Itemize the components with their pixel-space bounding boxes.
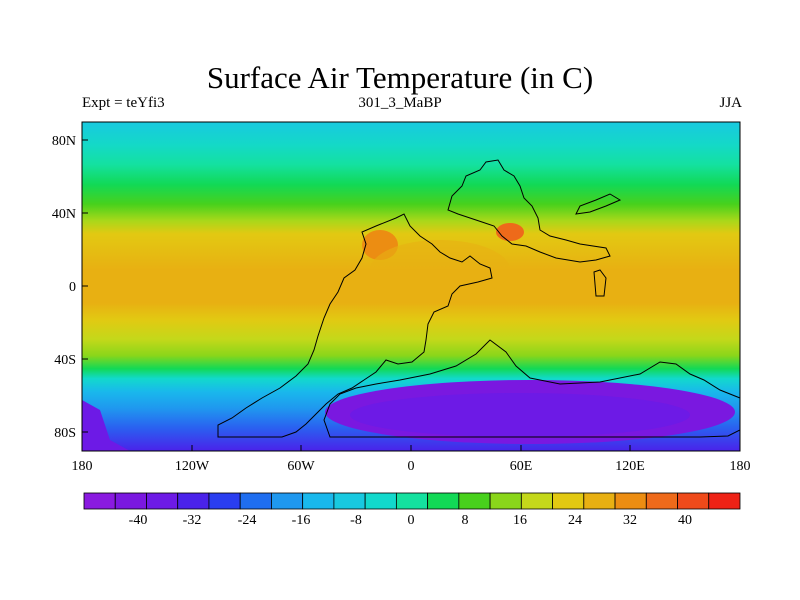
x-tick-label: 120E [615,459,645,474]
x-tick-label: 60W [287,459,315,474]
cold-region-antarctica-core [350,393,690,437]
y-axis [82,139,88,433]
colorbar-label: 0 [408,513,415,528]
colorbar-swatch [489,492,522,510]
experiment-label: Expt = teYfi3 [82,95,165,111]
x-tick-label: 0 [408,459,415,474]
colorbar-label: -24 [238,513,257,528]
coastline-americas [217,213,493,438]
colorbar-swatch [677,492,710,510]
colorbar-swatch [364,492,397,510]
colorbar-swatch [239,492,272,510]
colorbar-swatch [114,492,147,510]
y-tick-label: 40S [54,353,76,368]
colorbar-swatch [614,492,647,510]
colorbar-label: 40 [678,513,692,528]
colorbar-label: 32 [623,513,637,528]
coastline-south-ridge [323,339,741,438]
colorbar-swatch [427,492,460,510]
x-tick-label: 60E [510,459,533,474]
colorbar-swatch [302,492,335,510]
x-tick-label: 120W [175,459,210,474]
colorbar-swatch [333,492,366,510]
coastline-eurasia [447,159,611,263]
map-title: Surface Air Temperature (in C) [206,60,594,95]
colorbar-swatch [552,492,585,510]
colorbar-label: 8 [462,513,469,528]
colorbar-swatch [583,492,616,510]
warm-region-asia [496,223,524,241]
cold-region-west [82,400,130,451]
colorbar-label: -16 [292,513,311,528]
x-axis [81,445,741,451]
coastline-island [593,269,607,297]
y-tick-label: 0 [69,280,76,295]
colorbar-label: -40 [129,513,148,528]
colorbar [83,492,741,510]
colorbar-swatch [708,492,741,510]
y-tick-label: 80N [52,134,76,149]
colorbar-swatch [177,492,210,510]
colorbar-label: 16 [513,513,527,528]
x-tick-label: 180 [730,459,751,474]
coastline-small-continent [575,193,622,215]
colorbar-swatch [271,492,304,510]
colorbar-label: -8 [350,513,362,528]
y-tick-label: 40N [52,207,76,222]
colorbar-swatch [146,492,179,510]
colorbar-swatch [645,492,678,510]
colorbar-labels: -40 -32 -24 -16 -8 0 8 16 24 32 40 [129,513,692,528]
colorbar-label: -32 [183,513,202,528]
colorbar-swatch [83,492,116,510]
colorbar-swatch [458,492,491,510]
colorbar-label: 24 [568,513,582,528]
y-tick-label: 80S [54,426,76,441]
colorbar-swatch [395,492,429,510]
colorbar-swatch [520,492,553,510]
period-label: 301_3_MaBP [358,95,442,111]
x-tick-label: 180 [72,459,93,474]
colorbar-swatch [208,492,241,510]
season-label: JJA [719,95,742,111]
warm-belt-land [370,240,510,300]
